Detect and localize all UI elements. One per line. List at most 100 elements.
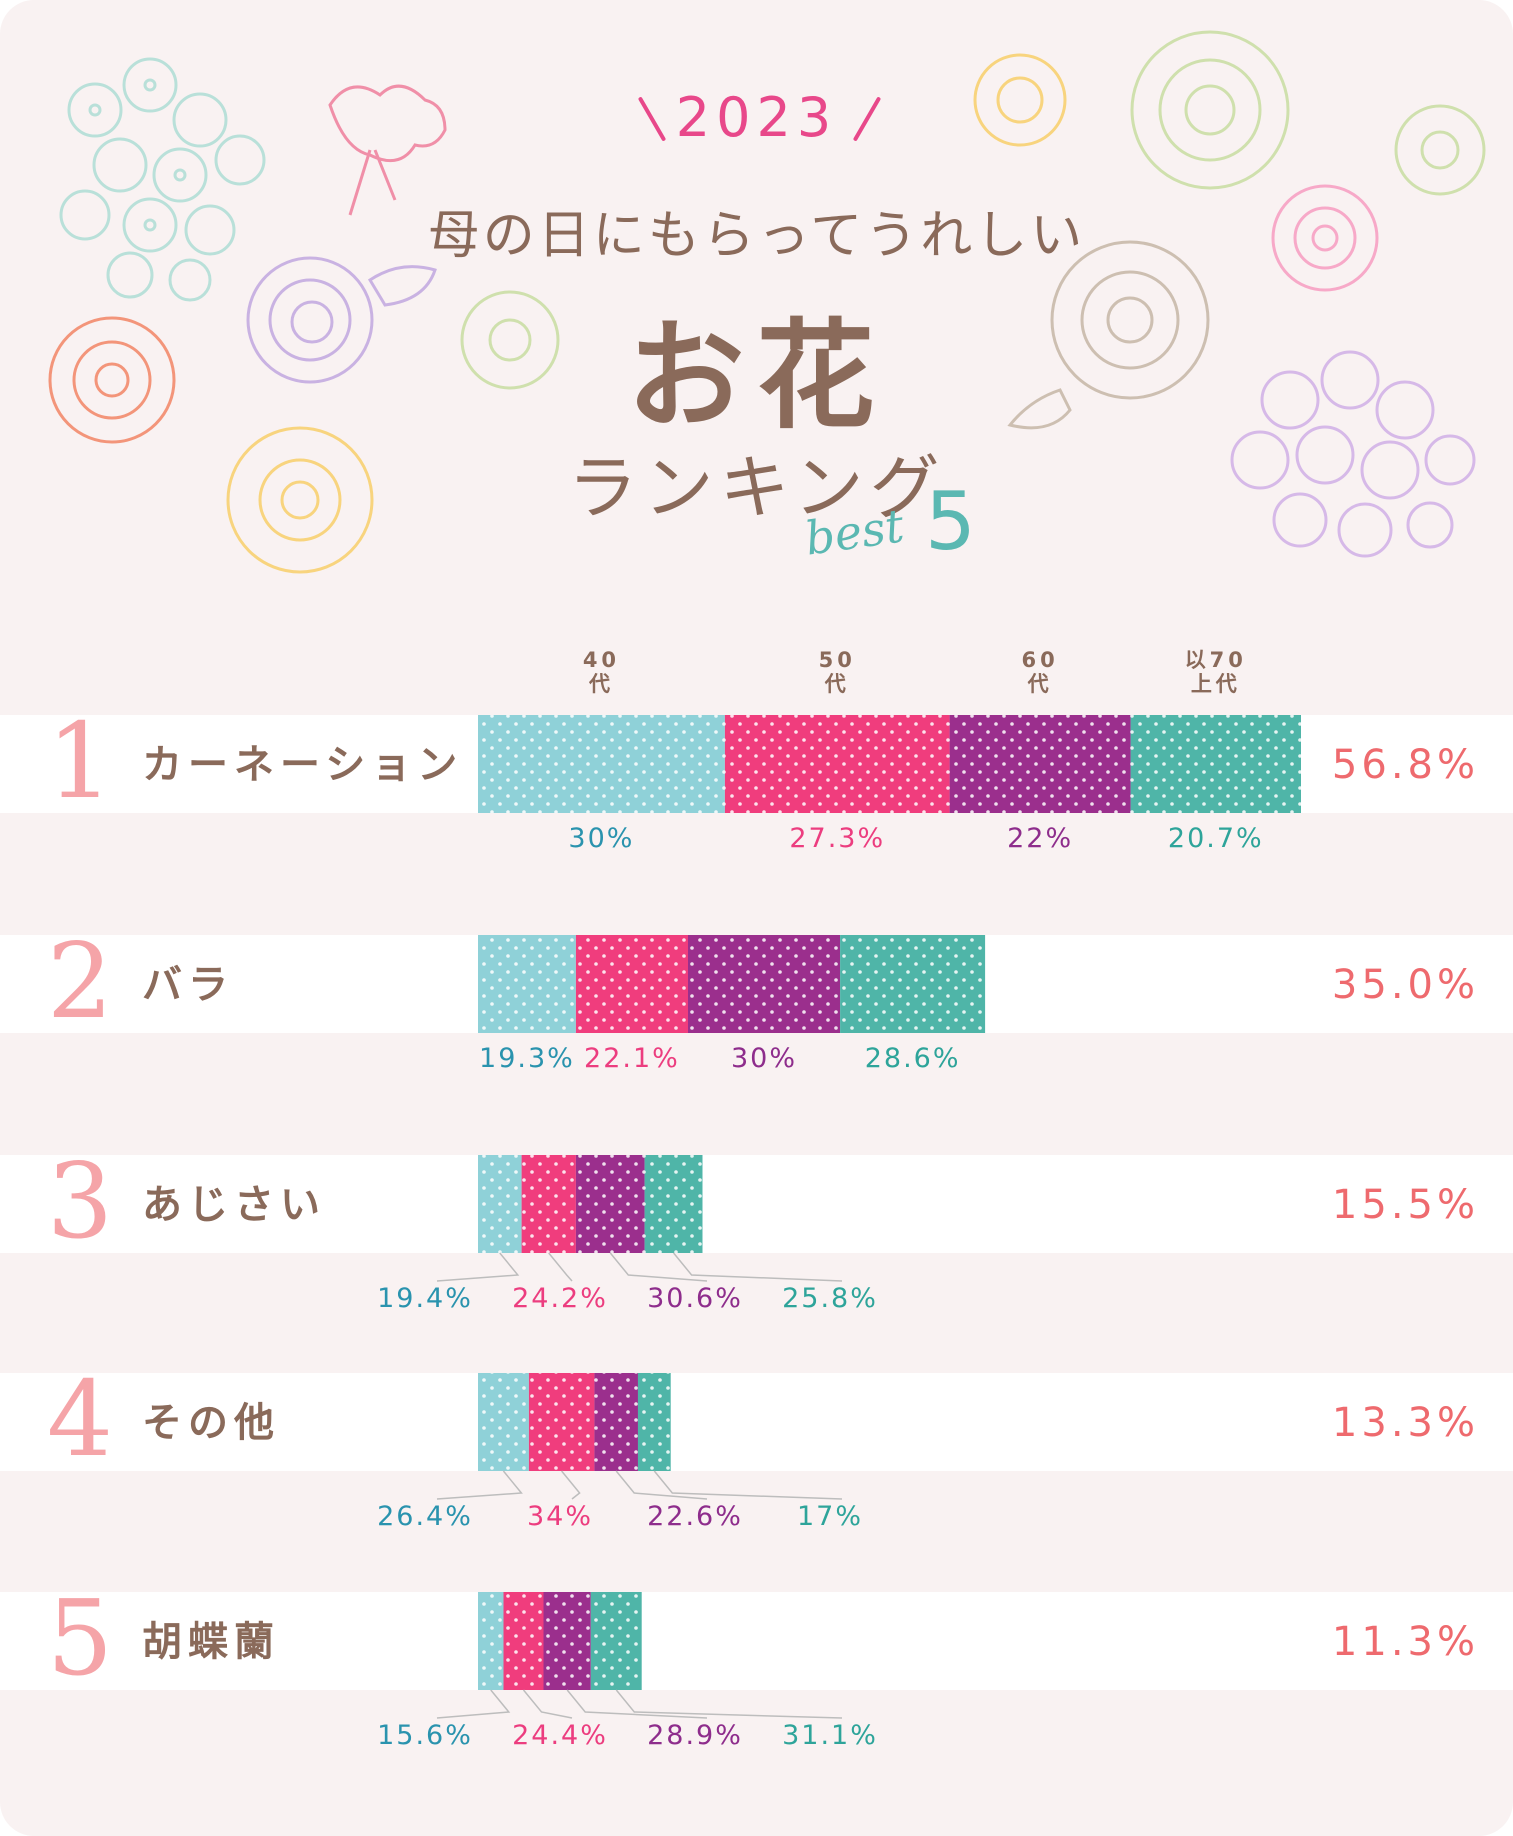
- leader-line: [548, 1252, 573, 1282]
- age-group-header-line2: 代: [588, 672, 614, 696]
- bar-segment: [724, 715, 950, 813]
- flower-name: カーネーション: [142, 742, 464, 788]
- segment-percent-label: 22%: [1007, 823, 1074, 854]
- flower-name: 胡蝶蘭: [142, 1619, 280, 1665]
- bar-segment: [644, 1155, 703, 1253]
- flower-name: あじさい: [142, 1182, 326, 1228]
- segment-percent-label: 27.3%: [789, 823, 886, 854]
- age-group-header-line2: 代: [1027, 672, 1053, 696]
- small-green-flower-illustration: [460, 290, 560, 390]
- segment-percent-label: 24.4%: [512, 1720, 608, 1751]
- leader-line: [436, 1689, 511, 1719]
- yellow-flower-illustration: [973, 53, 1067, 147]
- age-group-header-line1: 以70: [1184, 648, 1247, 672]
- green-rose-illustration: [1130, 30, 1290, 190]
- segment-percent-label: 17%: [796, 1501, 864, 1532]
- ranking-row-band: [0, 1373, 1513, 1471]
- rank-number: 4: [46, 1358, 114, 1480]
- total-percent: 35.0%: [1331, 962, 1479, 1008]
- rose-illustration: [246, 256, 437, 384]
- age-group-header-line1: 50: [818, 648, 856, 672]
- carnation-illustration: [328, 84, 447, 216]
- bar-segment: [637, 1373, 671, 1471]
- leader-line: [615, 1470, 708, 1500]
- ranking-row-band: [0, 1592, 1513, 1690]
- bar-segment: [478, 935, 576, 1033]
- bar-segment: [478, 1373, 529, 1471]
- leader-line: [561, 1470, 581, 1500]
- leader-line: [436, 1252, 520, 1282]
- bar-segment: [478, 715, 725, 813]
- segment-percent-label: 24.2%: [512, 1283, 608, 1314]
- segment-percent-label: 26.4%: [377, 1501, 473, 1532]
- segment-percent-label: 30.6%: [647, 1283, 743, 1314]
- leader-line: [615, 1689, 843, 1719]
- bar-segment: [521, 1155, 576, 1253]
- bar-segment: [590, 1592, 642, 1690]
- beige-rose-illustration: [1007, 240, 1210, 430]
- bar-segment: [949, 715, 1131, 813]
- subtitle: 母の日にもらってうれしい: [427, 206, 1086, 266]
- bar-segment: [503, 1592, 544, 1690]
- segment-percent-label: 22.1%: [584, 1043, 680, 1074]
- lavender-hydrangea-illustration: [1230, 350, 1476, 558]
- total-percent: 15.5%: [1331, 1182, 1479, 1228]
- leader-line: [653, 1470, 843, 1500]
- ranking-title: ランキング: [567, 447, 946, 529]
- bar-segment: [528, 1373, 595, 1471]
- gerbera-illustration: [226, 426, 374, 574]
- age-group-header: 50 代: [777, 648, 897, 696]
- flower-name: バラ: [142, 962, 234, 1008]
- age-group-header-line1: 60: [1021, 648, 1059, 672]
- age-group-header-line1: 40: [582, 648, 621, 672]
- bar-segment: [575, 1155, 645, 1253]
- bar-segment: [478, 1592, 504, 1690]
- bar-segment: [594, 1373, 638, 1471]
- age-group-header: 60 代: [980, 648, 1100, 696]
- hydrangea-illustration: [59, 57, 266, 302]
- small-green-flower-right-illustration: [1394, 104, 1486, 196]
- salmon-carnation-illustration: [48, 316, 176, 444]
- bar-segment: [543, 1592, 591, 1690]
- rank-number: 1: [46, 700, 114, 822]
- segment-percent-label: 34%: [526, 1501, 594, 1532]
- bar-segment: [840, 935, 986, 1033]
- segment-percent-label: 22.6%: [647, 1501, 743, 1532]
- segment-percent-label: 30%: [568, 823, 635, 854]
- segment-percent-label: 19.4%: [377, 1283, 473, 1314]
- leader-line: [609, 1252, 708, 1282]
- segment-percent-label: 19.3%: [479, 1043, 575, 1074]
- rank-number: 3: [46, 1140, 114, 1262]
- pink-flower-right-illustration: [1271, 184, 1379, 292]
- segment-percent-label: 31.1%: [782, 1720, 878, 1751]
- leader-line: [522, 1689, 573, 1719]
- total-percent: 56.8%: [1331, 742, 1479, 788]
- bar-segment: [1130, 715, 1301, 813]
- age-group-header: 以70 上代: [1156, 648, 1276, 696]
- bar-segment: [478, 1155, 522, 1253]
- flower-decorations: [48, 30, 1486, 574]
- rank-number: 2: [46, 920, 114, 1042]
- age-group-header: 40 代: [541, 648, 661, 696]
- rank-number: 5: [46, 1577, 114, 1699]
- bar-segment: [575, 935, 688, 1033]
- age-group-header-line2: 代: [824, 672, 850, 696]
- age-group-header-line2: 上代: [1190, 672, 1241, 696]
- leader-line: [436, 1470, 523, 1500]
- best-number: 5: [925, 475, 976, 568]
- leader-line: [673, 1252, 843, 1282]
- total-percent: 13.3%: [1331, 1400, 1479, 1446]
- ranking-row-band: [0, 1155, 1513, 1253]
- segment-percent-label: 30%: [731, 1043, 798, 1074]
- segment-percent-label: 15.6%: [377, 1720, 473, 1751]
- segment-percent-label: 28.9%: [647, 1720, 743, 1751]
- segment-percent-label: 28.6%: [864, 1043, 961, 1074]
- flower-name: その他: [142, 1400, 280, 1446]
- leader-line: [566, 1689, 708, 1719]
- total-percent: 11.3%: [1331, 1619, 1479, 1665]
- segment-percent-label: 20.7%: [1167, 823, 1264, 854]
- bar-segment: [688, 935, 841, 1033]
- year-title: 2023: [675, 86, 838, 149]
